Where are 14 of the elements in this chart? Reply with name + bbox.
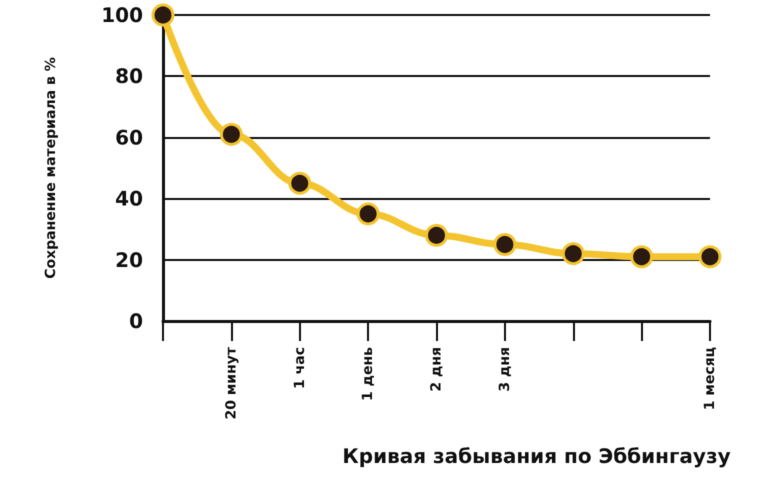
x-tick-label: 20 минут — [223, 346, 240, 420]
x-tick-label: 1 день — [360, 346, 376, 401]
y-axis-title: Сохранение материала в % — [43, 57, 59, 279]
x-axis-title: Кривая забывания по Эббингаузу — [342, 444, 731, 468]
y-tick-label: 80 — [115, 64, 143, 88]
x-tick-label: 2 дня — [428, 347, 444, 392]
x-tick-label: 3 дня — [496, 347, 513, 392]
y-tick-label: 40 — [115, 186, 143, 211]
y-tick-label: 60 — [115, 125, 143, 150]
y-tick-label: 100 — [101, 3, 143, 27]
y-tick-label: 0 — [129, 309, 143, 333]
x-tick-label: 1 час — [292, 347, 308, 389]
x-tick-label: 1 месяц — [702, 347, 718, 410]
y-tick-label: 20 — [115, 248, 143, 272]
